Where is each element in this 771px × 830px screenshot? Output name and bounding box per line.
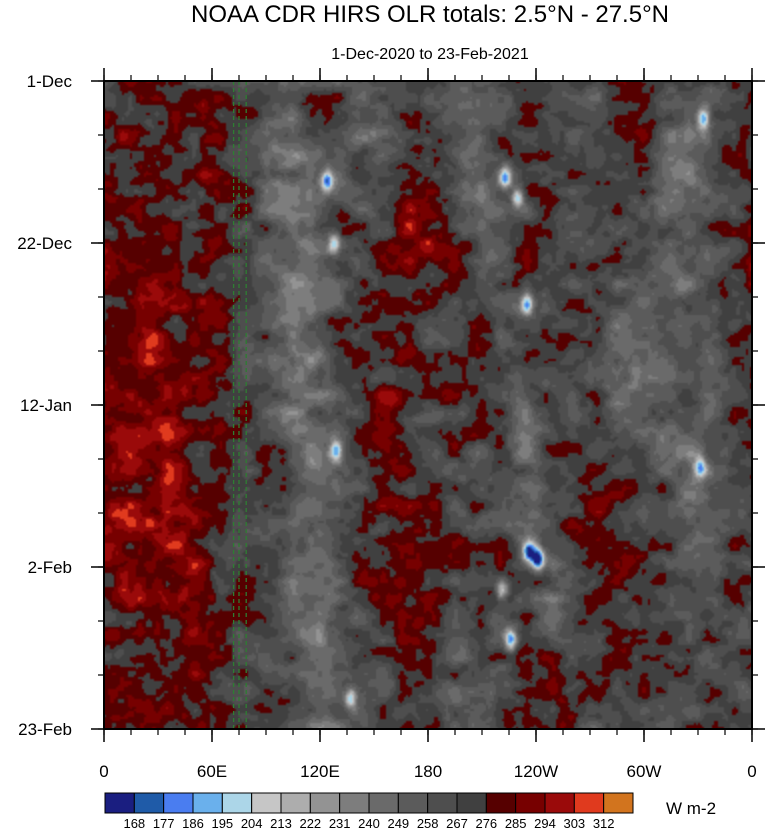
colorbar-box — [339, 792, 370, 814]
colorbar-tick-label: 312 — [593, 816, 615, 830]
colorbar-units: W m-2 — [666, 799, 716, 818]
chart-title: NOAA CDR HIRS OLR totals: 2.5°N - 27.5°N — [191, 1, 669, 28]
colorbar-box — [515, 792, 546, 814]
chart-subtitle: 1-Dec-2020 to 23-Feb-2021 — [331, 46, 529, 63]
colorbar-box — [104, 792, 135, 814]
colorbar-box — [133, 792, 165, 814]
colorbar-tick-label: 303 — [563, 816, 585, 830]
reference-lines — [232, 81, 247, 729]
colorbar-box — [192, 792, 223, 814]
colorbar-tick-label: 204 — [241, 816, 263, 830]
x-tick-label: 60W — [627, 762, 662, 781]
x-tick-label: 120E — [300, 762, 340, 781]
colorbar: 168 177 186 195 204 213 222 231 240 249 258 267 276 2… — [104, 792, 634, 830]
colorbar-box — [485, 792, 517, 814]
colorbar-box — [163, 792, 194, 814]
colorbar-tick-label: 249 — [387, 816, 409, 830]
colorbar-tick-label: 222 — [299, 816, 321, 830]
olr-field — [104, 81, 752, 729]
colorbar-box — [427, 792, 458, 814]
colorbar-box — [368, 792, 399, 814]
colorbar-tick-label: 177 — [153, 816, 175, 830]
y-tick-label: 1-Dec — [27, 72, 73, 91]
x-tick-label: 0 — [99, 762, 108, 781]
x-tick-label: 180 — [414, 762, 442, 781]
y-tick-label: 22-Dec — [17, 234, 72, 253]
colorbar-box — [573, 792, 605, 814]
colorbar-tick-label: 267 — [446, 816, 468, 830]
colorbar-tick-label: 258 — [417, 816, 439, 830]
y-tick-label: 12-Jan — [20, 396, 72, 415]
x-tick-label: 60E — [197, 762, 227, 781]
colorbar-tick-label: 285 — [505, 816, 527, 830]
colorbar-box — [251, 792, 282, 814]
colorbar-tick-label: 195 — [211, 816, 233, 830]
x-tick-label: 120W — [514, 762, 558, 781]
colorbar-box — [603, 792, 634, 814]
colorbar-box — [397, 792, 429, 814]
colorbar-box — [280, 792, 311, 814]
colorbar-box — [309, 792, 341, 814]
x-tick-label: 0 — [747, 762, 756, 781]
colorbar-tick-label: 213 — [270, 816, 292, 830]
plot-area — [104, 81, 752, 729]
y-tick-label: 2-Feb — [28, 558, 72, 577]
y-tick-label: 23-Feb — [18, 720, 72, 739]
axes: 0 60E 120E 180 120W 60W 0 1-Dec 22-Dec 12-Jan 2-Fe… — [17, 68, 765, 781]
colorbar-box — [544, 792, 575, 814]
colorbar-tick-label: 276 — [475, 816, 497, 830]
colorbar-box — [456, 792, 487, 814]
colorbar-tick-label: 240 — [358, 816, 380, 830]
colorbar-tick-label: 294 — [534, 816, 556, 830]
colorbar-tick-label: 168 — [123, 816, 145, 830]
colorbar-tick-label: 186 — [182, 816, 204, 830]
colorbar-tick-label: 231 — [329, 816, 351, 830]
colorbar-box — [221, 792, 253, 814]
